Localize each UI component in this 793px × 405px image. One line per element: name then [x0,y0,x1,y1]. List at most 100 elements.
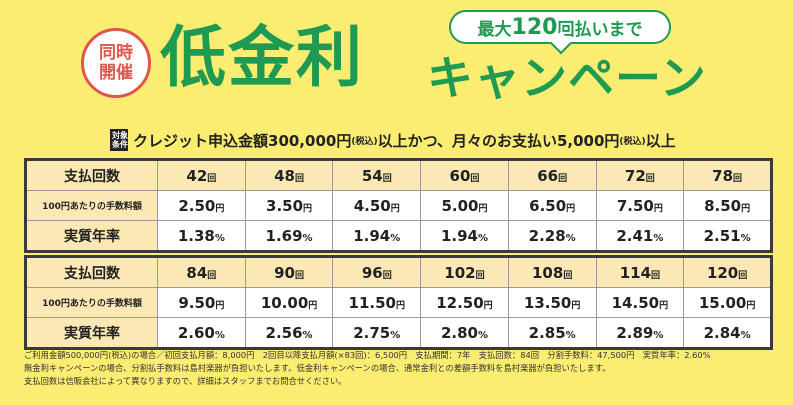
fee-cell-value: 8.50 [704,196,742,215]
condition-text-1: クレジット申込金額300,000円 [133,131,352,150]
fee-cell-unit: 円 [483,300,493,311]
rate-cell: 2.51% [683,220,772,252]
fee-cell-value: 14.50 [611,293,660,312]
count-cell: 48回 [244,159,334,191]
footnotes: ご利用金額500,000円(税込)の場合／初回支払月額：8,000円 2回目以降… [24,349,784,388]
rate-cell: 1.38% [157,220,246,252]
rate-cell: 2.80% [420,317,509,349]
rate-row-header: 実質年率 [25,220,158,252]
fee-cell-unit: 円 [566,203,576,214]
count-cell-unit: 回 [733,173,743,184]
fee-cell: 8.50円 [683,190,772,221]
rate-cell-value: 2.84 [703,323,741,342]
count-cell-value: 108 [532,263,564,282]
count-cell: 90回 [244,256,334,288]
count-cell-unit: 回 [475,270,485,281]
footnote-3: 支払回数は信販会社によって異なりますので、詳細はスタッフまでお問合せください。 [24,376,347,386]
fee-cell-unit: 円 [659,300,669,311]
rate-cell: 1.69% [244,220,334,252]
count-cell-value: 78 [712,166,734,185]
fee-cell: 4.50円 [332,190,422,221]
fee-cell-value: 15.00 [698,293,747,312]
rate-cell: 2.60% [157,317,246,349]
rate-cell-value: 2.75 [353,323,391,342]
count-cell-unit: 回 [558,173,568,184]
fee-cell-value: 11.50 [348,293,396,312]
count-cell-value: 120 [706,263,739,282]
condition-text-3: 以上 [645,131,676,150]
fee-row-header: 100円あたりの手数料額 [25,190,158,221]
count-cell-value: 66 [537,166,559,185]
count-row: 支払回数 84回 90回 96回 102回 108回 114回 120回 [25,256,772,288]
condition-tax-1: (税込) [351,136,378,147]
rate-cell-value: 2.56 [265,323,303,342]
fee-cell-value: 10.00 [260,293,309,312]
count-cell-unit: 回 [738,270,748,281]
low-interest-title: 低金利 [160,19,364,96]
fee-cell-value: 2.50 [178,196,216,215]
condition-tag-line-2: 条件 [112,140,128,149]
campaign-title: キャンペーン [427,51,707,105]
simultaneous-event-badge: 同時 開催 [81,28,151,98]
count-cell-unit: 回 [382,173,392,184]
rate-cell: 2.56% [244,317,334,349]
rate-cell-unit: % [477,329,488,341]
count-cell: 72回 [595,159,685,191]
rate-cell: 2.41% [595,220,685,252]
count-cell-unit: 回 [207,173,217,184]
count-cell-value: 102 [444,263,476,282]
rate-row: 実質年率 1.38% 1.69% 1.94% 1.94% 2.28% 2.41% 2.51% [25,220,772,252]
count-cell-unit: 回 [651,270,661,281]
rate-table-1: 支払回数 42回 48回 54回 60回 66回 72回 78回 100円あたりの手数料額 … [24,158,773,253]
count-cell-value: 96 [361,263,383,282]
rate-cell-unit: % [302,329,313,341]
fee-cell: 5.00円 [420,190,509,221]
rate-cell-unit: % [214,329,225,341]
count-cell-unit: 回 [470,173,480,184]
rate-cell: 1.94% [332,220,422,252]
rate-cell-value: 1.94 [353,226,391,245]
condition-tag: 対象 条件 [110,129,128,151]
count-row: 支払回数 42回 48回 54回 60回 66回 72回 78回 [25,159,772,191]
rate-cell-value: 1.38 [177,226,215,245]
fee-cell-value: 5.00 [441,196,479,215]
fee-cell: 10.00円 [244,287,334,318]
count-cell-value: 42 [186,166,208,185]
count-cell: 42回 [157,159,246,191]
fee-cell-value: 9.50 [178,293,216,312]
fee-row: 100円あたりの手数料額 2.50円 3.50円 4.50円 5.00円 6.50円 7.… [25,190,772,221]
eligibility-condition: 対象 条件 クレジット申込金額300,000円 (税込) 以上かつ、月々のお支払い5… [110,128,676,152]
count-cell-unit: 回 [207,270,217,281]
fee-cell-unit: 円 [303,203,313,214]
count-cell-unit: 回 [563,270,573,281]
fee-cell-unit: 円 [746,300,756,311]
rate-cell-unit: % [214,232,225,244]
rate-cell-value: 1.94 [440,226,478,245]
footnote-2: 無金利キャンペーンの場合、分割払手数料は島村楽器が負担いたします。低金利キャンペ… [24,363,611,373]
count-cell: 78回 [683,159,772,191]
fee-cell-value: 13.50 [523,293,572,312]
rate-cell-value: 2.80 [440,323,478,342]
count-cell: 96回 [332,256,422,288]
rate-row-header: 実質年率 [25,317,158,349]
rate-cell-value: 1.69 [265,226,303,245]
rate-cell-value: 2.51 [703,226,741,245]
count-cell: 60回 [420,159,509,191]
count-cell-value: 54 [361,166,383,185]
rate-cell-value: 2.60 [177,323,215,342]
fee-cell-unit: 円 [478,203,488,214]
count-cell: 120回 [683,256,772,288]
count-cell-unit: 回 [382,270,392,281]
count-cell: 84回 [157,256,246,288]
fee-cell: 12.50円 [420,287,509,318]
count-cell: 54回 [332,159,422,191]
fee-cell: 9.50円 [157,287,246,318]
count-cell: 66回 [507,159,597,191]
rate-row: 実質年率 2.60% 2.56% 2.75% 2.80% 2.85% 2.89% 2.84% [25,317,772,349]
fee-cell: 15.00円 [683,287,772,318]
badge-line-1: 同時 [99,43,133,63]
count-cell-value: 84 [186,263,208,282]
rate-cell-unit: % [740,232,751,244]
rate-cell-unit: % [565,329,576,341]
badge-line-2: 開催 [99,63,133,83]
